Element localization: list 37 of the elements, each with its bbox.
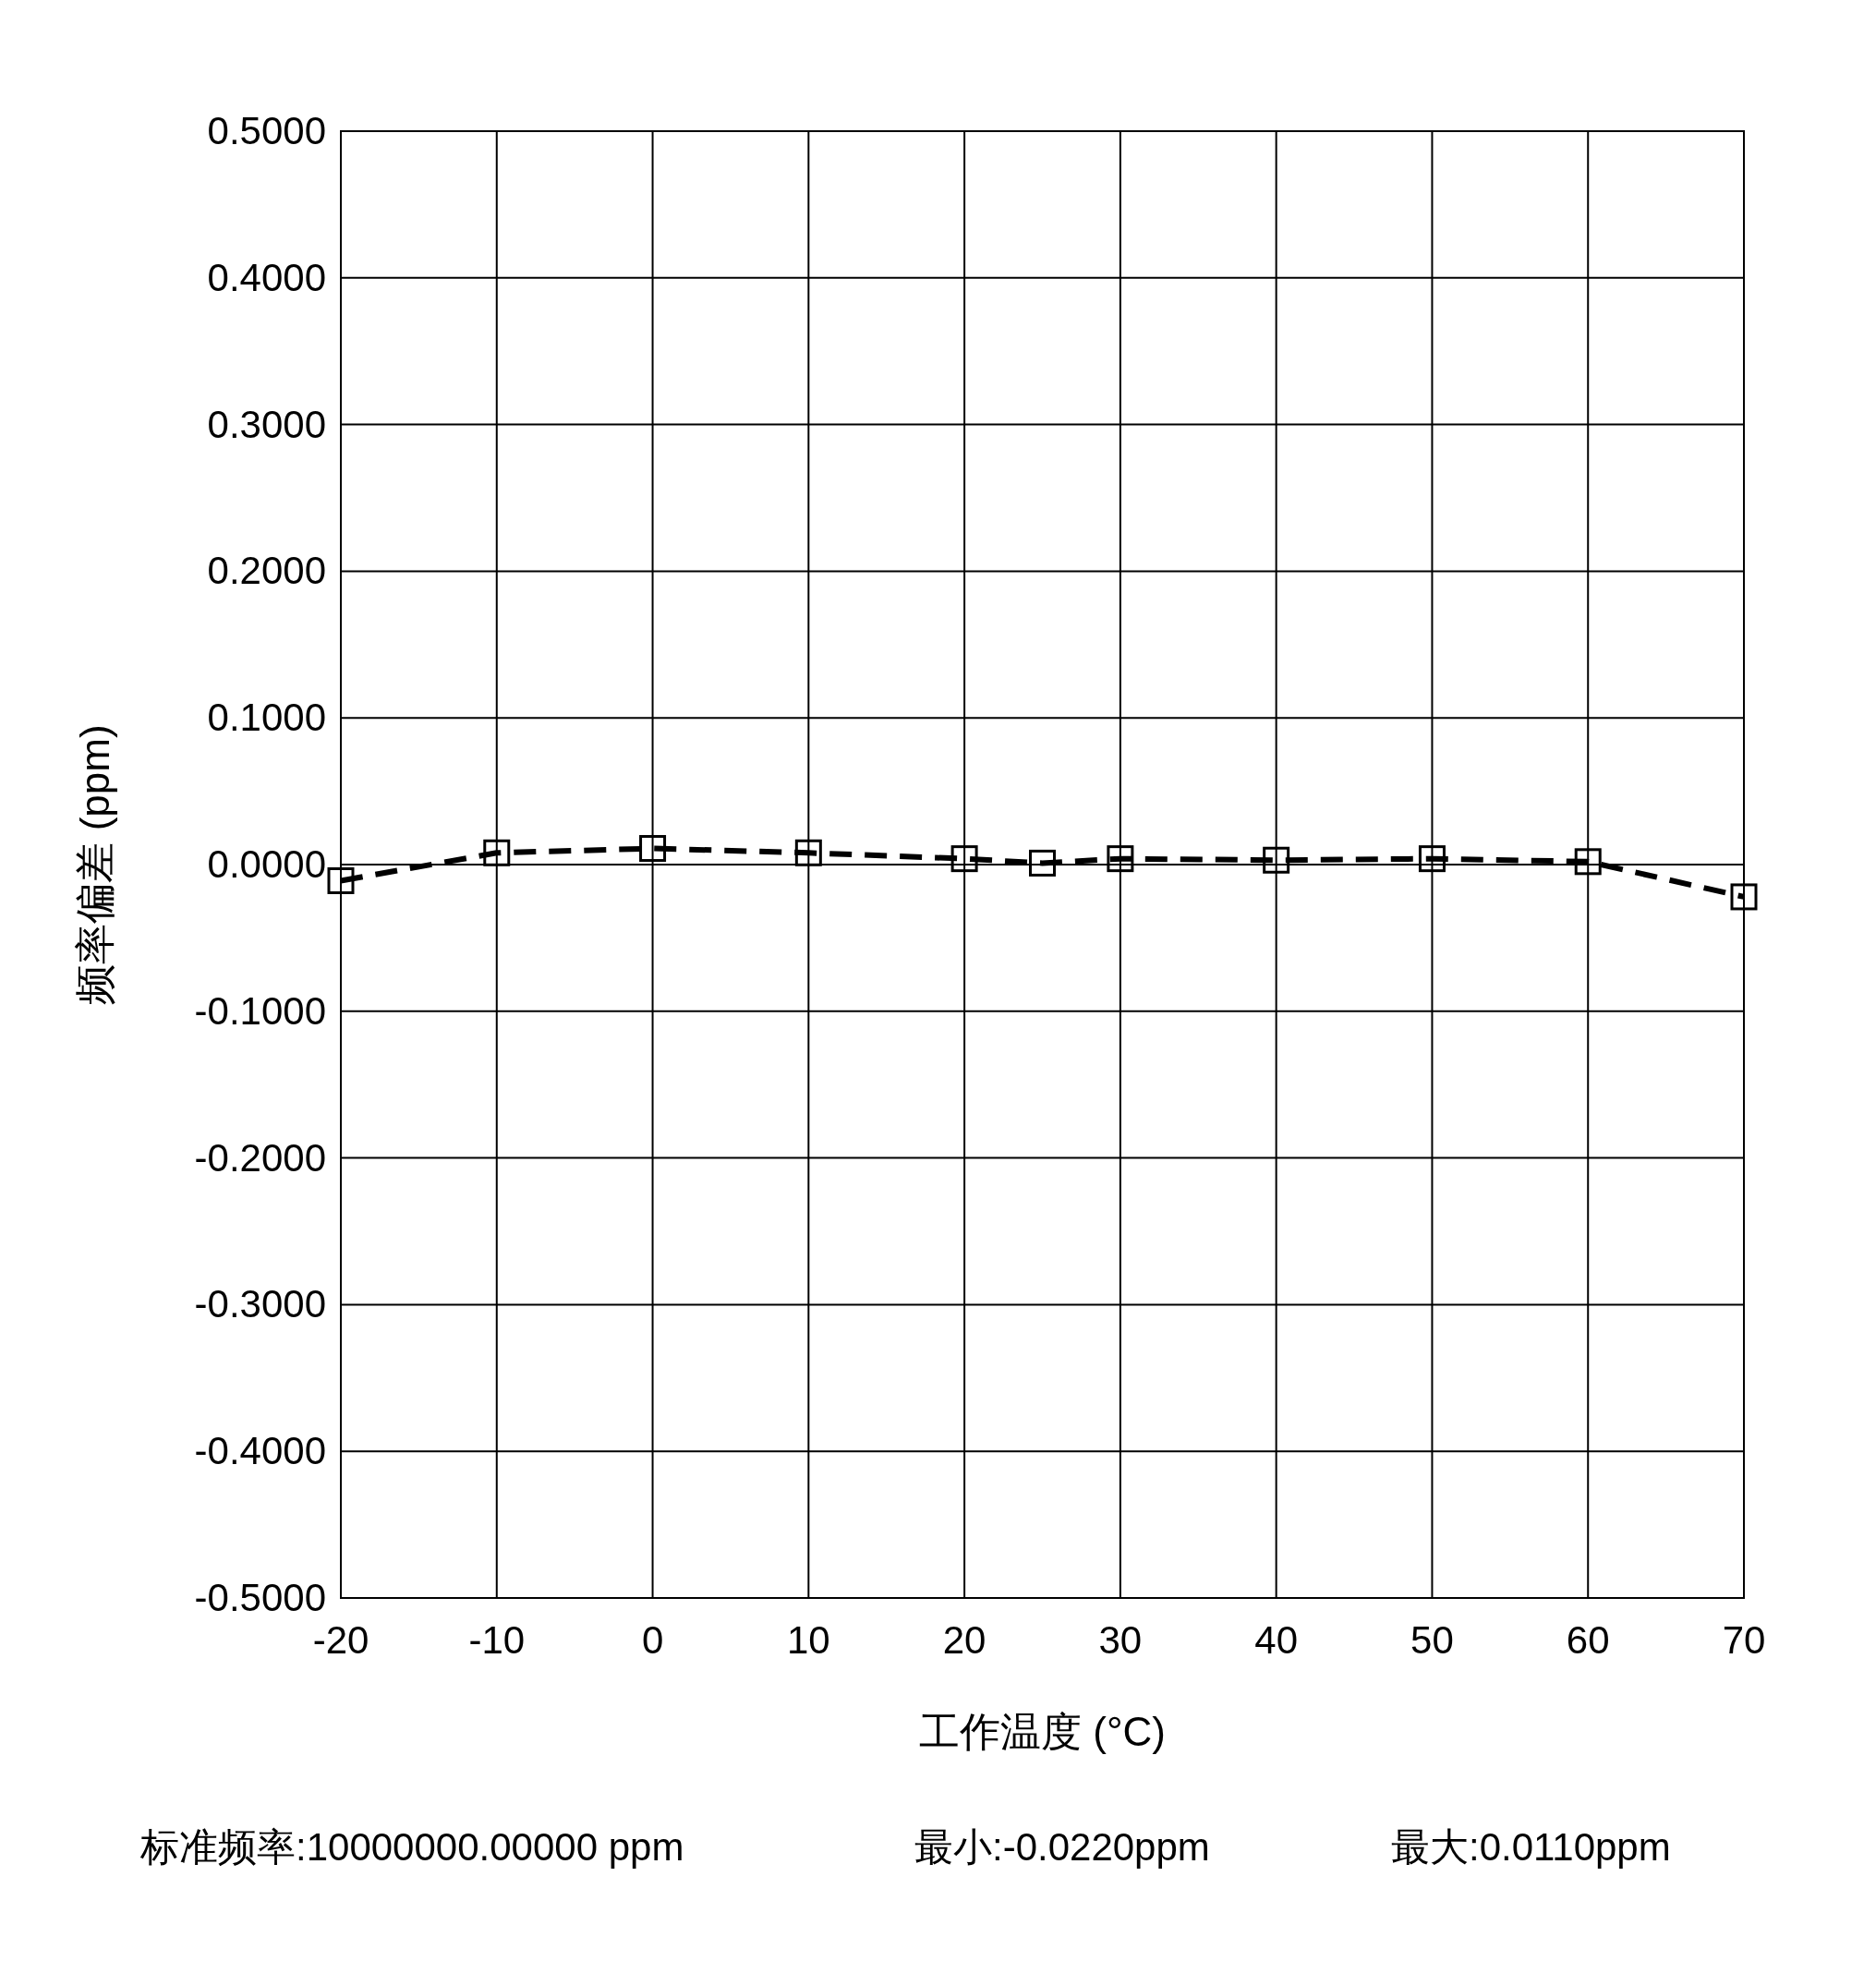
x-tick-label: -20 <box>312 1618 369 1662</box>
y-tick-label: 0.3000 <box>207 402 326 446</box>
y-tick-label: -0.1000 <box>194 988 326 1033</box>
x-tick-label: -10 <box>468 1618 526 1662</box>
x-tick-label: 20 <box>942 1618 986 1662</box>
y-axis-title: 频率偏差 (ppm) <box>72 724 117 1005</box>
y-tick-label: -0.4000 <box>194 1429 326 1473</box>
x-axis-title: 工作温度 (°C) <box>919 1709 1166 1754</box>
y-tick-label: 0.5000 <box>207 109 326 152</box>
point <box>950 845 978 873</box>
point <box>1263 846 1290 874</box>
y-tick-label: -0.5000 <box>194 1576 326 1619</box>
y-tick-label: 0.1000 <box>207 696 326 740</box>
text: 最大:0.0110ppm <box>1391 1825 1671 1869</box>
text: 最小:-0.0220ppm <box>914 1825 1210 1869</box>
point <box>794 839 822 866</box>
x-tick-label: 40 <box>1254 1618 1299 1662</box>
point <box>1029 849 1056 877</box>
point <box>483 839 511 866</box>
x-tick-label: 70 <box>1722 1618 1766 1662</box>
y-tick-label: -0.2000 <box>194 1135 326 1180</box>
x-tick-label: 10 <box>786 1618 830 1662</box>
point <box>639 835 667 863</box>
text: 标准频率:10000000.00000 ppm <box>139 1825 684 1869</box>
y-tick-label: 0.4000 <box>207 255 326 299</box>
x-tick-label: 0 <box>641 1618 664 1662</box>
point <box>1574 848 1602 876</box>
point <box>1107 845 1134 873</box>
y-tick-label: -0.3000 <box>194 1282 326 1326</box>
point <box>1418 845 1446 873</box>
x-tick-label: 60 <box>1566 1618 1610 1662</box>
x-tick-label: 50 <box>1410 1618 1454 1662</box>
x-tick-label: 30 <box>1098 1618 1143 1662</box>
point <box>1730 883 1758 911</box>
y-tick-label: 0.2000 <box>207 549 326 593</box>
point <box>327 866 355 894</box>
y-tick-label: 0.0000 <box>207 842 326 886</box>
